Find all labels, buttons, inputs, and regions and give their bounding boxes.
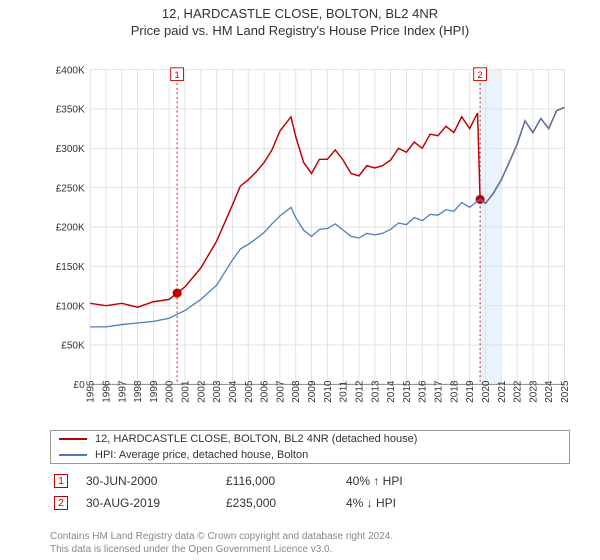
legend-swatch xyxy=(59,438,87,440)
svg-text:2001: 2001 xyxy=(181,380,192,403)
svg-text:2025: 2025 xyxy=(560,380,571,403)
svg-text:2015: 2015 xyxy=(402,380,413,403)
legend-item: HPI: Average price, detached house, Bolt… xyxy=(51,447,569,463)
svg-text:1996: 1996 xyxy=(101,380,112,403)
title-area: 12, HARDCASTLE CLOSE, BOLTON, BL2 4NR Pr… xyxy=(0,0,600,38)
svg-text:2010: 2010 xyxy=(323,380,334,403)
footer-line: This data is licensed under the Open Gov… xyxy=(50,543,570,556)
svg-text:£200K: £200K xyxy=(56,223,85,234)
svg-text:£150K: £150K xyxy=(56,262,85,273)
svg-text:£400K: £400K xyxy=(56,65,85,76)
title-sub: Price paid vs. HM Land Registry's House … xyxy=(0,23,600,38)
event-row: 1 30-JUN-2000 £116,000 40% ↑ HPI xyxy=(50,470,570,492)
svg-text:£350K: £350K xyxy=(56,105,85,116)
svg-text:2: 2 xyxy=(478,70,483,80)
svg-text:2008: 2008 xyxy=(291,380,302,403)
svg-text:2024: 2024 xyxy=(544,380,555,403)
svg-text:2011: 2011 xyxy=(339,380,350,402)
legend-item: 12, HARDCASTLE CLOSE, BOLTON, BL2 4NR (d… xyxy=(51,431,569,447)
event-price: £116,000 xyxy=(226,474,346,488)
svg-text:2020: 2020 xyxy=(481,380,492,403)
svg-text:2016: 2016 xyxy=(418,380,429,403)
svg-text:2013: 2013 xyxy=(370,380,381,403)
svg-text:2005: 2005 xyxy=(244,380,255,403)
svg-text:2000: 2000 xyxy=(165,380,176,403)
svg-text:1997: 1997 xyxy=(117,380,128,403)
svg-text:2006: 2006 xyxy=(260,380,271,403)
event-row: 2 30-AUG-2019 £235,000 4% ↓ HPI xyxy=(50,492,570,514)
svg-text:£250K: £250K xyxy=(56,183,85,194)
chart-container: { "title": { "main": "12, HARDCASTLE CLO… xyxy=(0,0,600,560)
svg-text:2007: 2007 xyxy=(275,380,286,403)
svg-text:£100K: £100K xyxy=(56,301,85,312)
svg-text:2021: 2021 xyxy=(497,380,508,403)
svg-text:2004: 2004 xyxy=(228,380,239,403)
legend-label: HPI: Average price, detached house, Bolt… xyxy=(95,449,308,461)
svg-text:2017: 2017 xyxy=(434,380,445,403)
footer-line: Contains HM Land Registry data © Crown c… xyxy=(50,530,570,543)
svg-text:2003: 2003 xyxy=(212,380,223,403)
event-marker-icon: 2 xyxy=(54,496,68,510)
svg-text:2023: 2023 xyxy=(528,380,539,403)
legend-swatch xyxy=(59,454,87,456)
event-date: 30-JUN-2000 xyxy=(86,474,226,488)
svg-text:2014: 2014 xyxy=(386,380,397,403)
event-date: 30-AUG-2019 xyxy=(86,496,226,510)
svg-text:2009: 2009 xyxy=(307,380,318,403)
event-delta: 40% ↑ HPI xyxy=(346,474,466,488)
event-marker-icon: 1 xyxy=(54,474,68,488)
line-chart: £0 £50K £100K £150K £200K £250K £300K £350K £400… xyxy=(50,50,570,435)
svg-text:1: 1 xyxy=(175,70,180,80)
event-delta: 4% ↓ HPI xyxy=(346,496,466,510)
svg-text:£0: £0 xyxy=(74,380,86,391)
svg-text:£300K: £300K xyxy=(56,144,85,155)
svg-text:2019: 2019 xyxy=(465,380,476,403)
footer: Contains HM Land Registry data © Crown c… xyxy=(50,530,570,556)
title-main: 12, HARDCASTLE CLOSE, BOLTON, BL2 4NR xyxy=(0,6,600,21)
event-price: £235,000 xyxy=(226,496,346,510)
svg-text:1998: 1998 xyxy=(133,380,144,403)
legend: 12, HARDCASTLE CLOSE, BOLTON, BL2 4NR (d… xyxy=(50,430,570,464)
events-table: 1 30-JUN-2000 £116,000 40% ↑ HPI 2 30-AU… xyxy=(50,470,570,514)
chart-area: £0 £50K £100K £150K £200K £250K £300K £350K £400… xyxy=(50,50,570,395)
legend-label: 12, HARDCASTLE CLOSE, BOLTON, BL2 4NR (d… xyxy=(95,433,417,445)
svg-text:£50K: £50K xyxy=(61,341,85,352)
svg-text:2012: 2012 xyxy=(354,380,365,403)
svg-text:2022: 2022 xyxy=(513,380,524,403)
svg-text:1995: 1995 xyxy=(86,380,97,403)
svg-text:1999: 1999 xyxy=(149,380,160,403)
svg-text:2018: 2018 xyxy=(449,380,460,403)
svg-text:2002: 2002 xyxy=(196,380,207,403)
